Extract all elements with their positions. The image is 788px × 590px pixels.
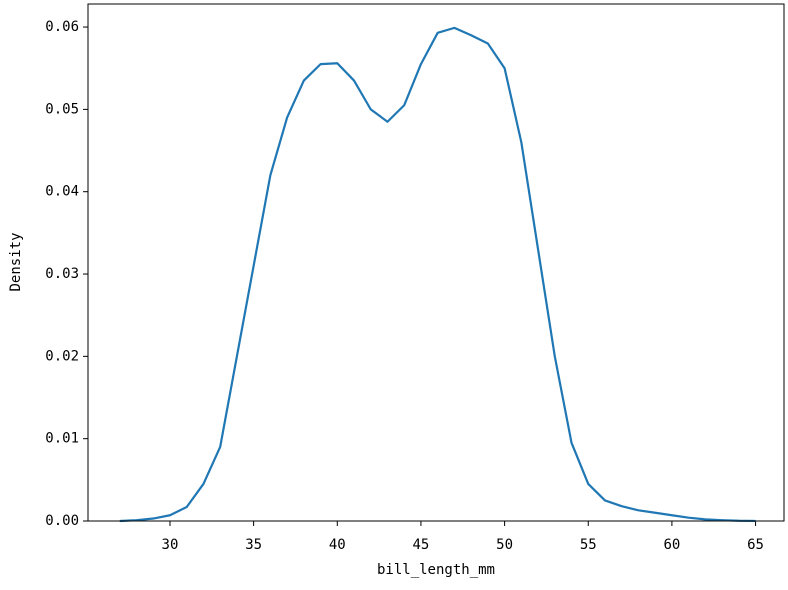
x-tick-label: 55	[580, 537, 597, 553]
x-tick-label: 40	[329, 537, 346, 553]
x-tick-label: 50	[496, 537, 513, 553]
x-tick-label: 45	[413, 537, 430, 553]
plot-frame	[87, 3, 785, 522]
y-tick-label: 0.00	[45, 513, 79, 529]
y-tick-label: 0.04	[45, 184, 79, 200]
y-tick-label: 0.05	[45, 101, 79, 117]
x-tick-label: 30	[162, 537, 179, 553]
y-axis-label: Density	[8, 232, 24, 291]
y-tick-label: 0.06	[45, 19, 79, 35]
x-tick-label: 35	[245, 537, 262, 553]
x-axis-label: bill_length_mm	[377, 562, 495, 578]
density-line	[119, 26, 756, 523]
y-tick-label: 0.02	[45, 348, 79, 364]
x-tick-label: 65	[747, 537, 764, 553]
x-tick-label: 60	[663, 537, 680, 553]
y-tick-label: 0.01	[45, 431, 79, 447]
y-tick-label: 0.03	[45, 266, 79, 282]
